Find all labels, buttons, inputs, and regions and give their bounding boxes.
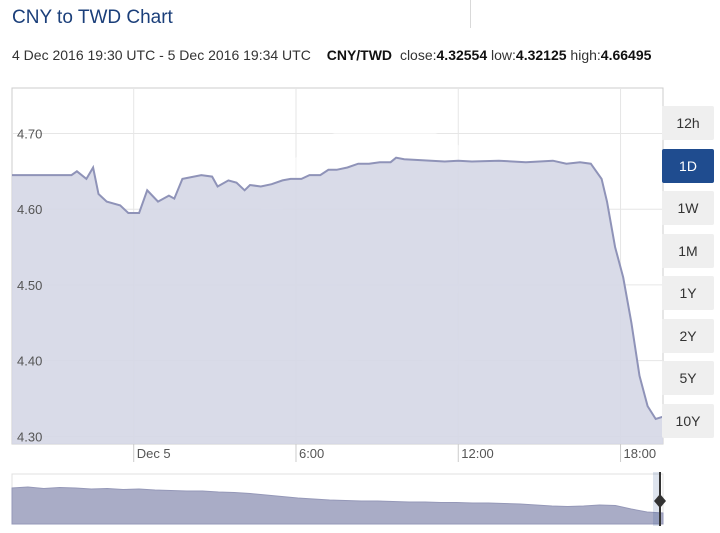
timeframe-button-1w[interactable]: 1W (662, 191, 714, 225)
y-axis-labels: 4.30 4.40 4.50 4.60 4.70 (17, 126, 42, 444)
low-label: low: (491, 47, 516, 63)
chart-title: CNY to TWD Chart (12, 7, 173, 28)
y-tick-label: 4.30 (17, 429, 42, 444)
timeframe-button-5y[interactable]: 5Y (662, 361, 714, 395)
timeframe-button-10y[interactable]: 10Y (662, 403, 714, 438)
timeframe-button-1y[interactable]: 1Y (662, 276, 714, 310)
x-tick-label: 6:00 (299, 446, 324, 461)
series-line (12, 156, 664, 421)
close-label: close: (399, 47, 437, 63)
currency-pair: CNY/TWD (326, 47, 393, 63)
timeframe-button-1m[interactable]: 1M (662, 233, 714, 268)
navigator-area (11, 486, 664, 525)
range-navigator[interactable] (11, 472, 666, 526)
high-value: 4.66495 (600, 47, 652, 63)
y-tick-label: 4.40 (17, 354, 42, 369)
high-label: high: (570, 47, 601, 63)
timeframe-button-1d[interactable]: 1D (662, 148, 714, 183)
timeframe-button-12h[interactable]: 12h (662, 106, 714, 140)
low-value: 4.32125 (515, 47, 567, 63)
series-area (12, 157, 663, 444)
x-tick-label: 12:00 (461, 446, 494, 461)
y-tick-label: 4.60 (17, 202, 42, 217)
date-range: 4 Dec 2016 19:30 UTC - 5 Dec 2016 19:34 … (12, 47, 311, 63)
y-tick-label: 4.70 (17, 126, 42, 141)
timeframe-button-2y[interactable]: 2Y (662, 318, 714, 353)
x-axis: Dec 5 6:00 12:00 18:00 (133, 444, 657, 462)
chart-summary: 4 Dec 2016 19:30 UTC - 5 Dec 2016 19:34 … (12, 47, 651, 63)
x-tick-label: Dec 5 (137, 446, 171, 461)
y-tick-label: 4.50 (17, 278, 42, 293)
x-tick-label: 18:00 (624, 446, 657, 461)
navigator-handle[interactable] (654, 494, 666, 508)
header-divider (470, 0, 471, 28)
close-value: 4.32554 (436, 47, 488, 63)
